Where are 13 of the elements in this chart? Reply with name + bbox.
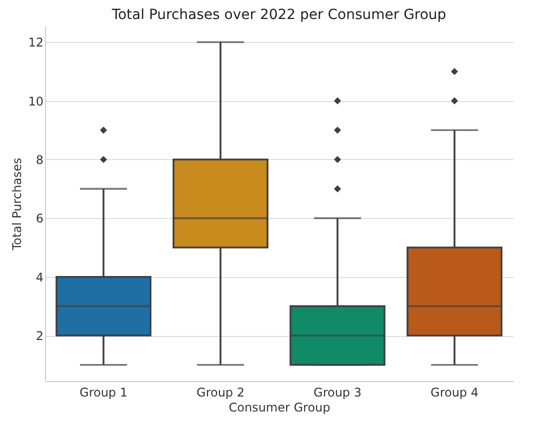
y-tick-label: 6	[36, 212, 44, 226]
x-tick-label: Group 3	[314, 386, 362, 400]
y-tick-label: 8	[36, 152, 44, 167]
y-tick-label: 2	[36, 329, 44, 344]
x-tick-label: Group 1	[80, 386, 128, 400]
y-axis-title: Total Purchases	[10, 158, 24, 252]
x-tick-label: Group 4	[430, 386, 478, 400]
x-tick-label: Group 2	[196, 386, 244, 400]
y-tick-label: 12	[28, 36, 44, 50]
x-axis-title: Consumer Group	[228, 400, 330, 414]
y-tick-label: 4	[36, 270, 44, 284]
y-tick-label: 10	[28, 94, 44, 108]
chart-title: Total Purchases over 2022 per Consumer Group	[110, 7, 446, 23]
